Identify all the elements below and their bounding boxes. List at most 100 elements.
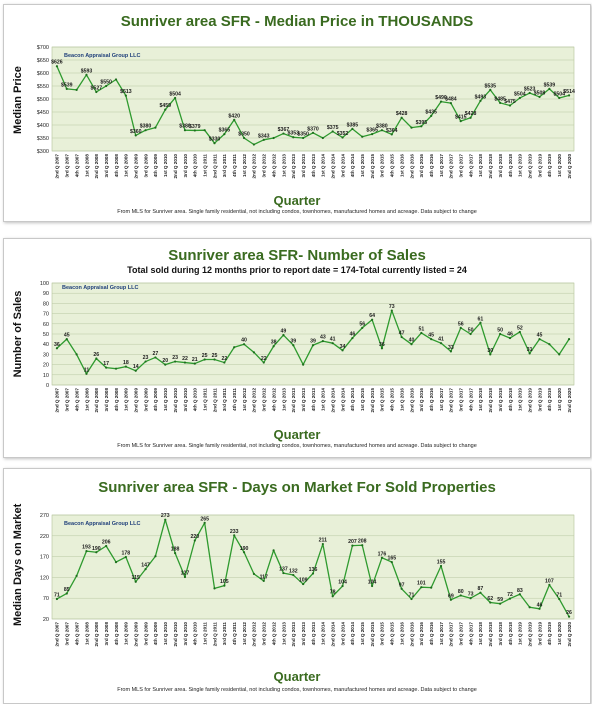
data-point: [479, 99, 482, 102]
data-label: 193: [82, 545, 91, 551]
y-tick-label: $600: [37, 71, 49, 77]
data-point: [233, 534, 236, 537]
x-tick-label: 2nd Q 2013: [291, 154, 296, 179]
data-label: 155: [437, 560, 446, 566]
data-point: [134, 369, 137, 372]
data-point: [124, 555, 127, 559]
data-point: [518, 96, 521, 100]
data-label: $475: [504, 99, 516, 105]
data-label: 206: [102, 540, 111, 546]
x-tick-label: 1st Q 2012: [242, 388, 247, 411]
watermark-text: Beacon Appraisal Group LLC: [62, 285, 139, 291]
data-label: $527: [91, 85, 103, 91]
data-label: 25: [202, 353, 208, 359]
data-label: $367: [278, 127, 290, 133]
data-point: [95, 551, 98, 554]
data-point: [508, 336, 512, 340]
x-tick-label: 2nd Q 2012: [252, 388, 257, 413]
data-point: [203, 521, 206, 524]
x-tick-label: 4th Q 2017: [468, 154, 473, 178]
x-tick-label: 2nd Q 2014: [330, 622, 335, 647]
x-tick-label: 2nd Q 2013: [291, 622, 296, 647]
data-point: [538, 338, 541, 341]
x-tick-label: 2nd Q 2015: [370, 622, 375, 647]
x-tick-label: 3rd Q 2015: [380, 388, 385, 412]
data-label: 25: [212, 353, 218, 359]
data-label: 46: [507, 332, 513, 338]
data-label: 49: [281, 329, 287, 335]
x-tick-label: 4th Q 2008: [114, 154, 119, 178]
data-label: 265: [200, 516, 209, 522]
data-point: [174, 360, 177, 363]
data-label: 208: [358, 539, 367, 545]
data-point: [164, 518, 167, 521]
data-point: [567, 94, 571, 97]
x-tick-label: 3rd Q 2016: [419, 388, 424, 412]
x-tick-label: 4th Q 2019: [547, 622, 552, 646]
x-tick-label: 2nd Q 2013: [291, 388, 296, 413]
x-tick-label: 1st Q 2014: [321, 388, 326, 411]
data-point: [134, 580, 137, 583]
data-point: [439, 342, 443, 345]
days-on-market-line-chart: 20 70 120 170 220 270 Beacon Appraisal Group L…: [40, 513, 575, 647]
x-tick-label: 3rd Q 2009: [143, 622, 148, 646]
x-tick-label: 3rd Q 2013: [301, 388, 306, 412]
data-point: [65, 87, 68, 90]
data-point: [223, 584, 226, 587]
x-tick-label: 2nd Q 2010: [173, 154, 178, 179]
x-tick-label: 4th Q 2018: [508, 154, 513, 178]
data-label: 59: [497, 597, 503, 603]
data-point: [528, 606, 531, 609]
x-tick-label: 2nd Q 2017: [449, 622, 454, 647]
data-point: [213, 587, 216, 590]
data-label: 78: [330, 590, 336, 596]
x-tick-label: 4th Q 2011: [232, 154, 237, 177]
x-tick-label: 3rd Q 2010: [183, 388, 188, 412]
data-point: [154, 356, 157, 359]
data-point: [321, 340, 324, 343]
data-point: [233, 118, 236, 121]
x-tick-label: 4th Q 2015: [390, 388, 395, 412]
data-label: 165: [387, 556, 396, 562]
x-tick-label: 1st Q 2012: [242, 154, 247, 177]
data-label: 71: [556, 592, 562, 598]
data-point: [144, 360, 147, 363]
data-label: $535: [485, 83, 497, 89]
x-tick-label: 3rd Q 2012: [262, 622, 267, 646]
data-point: [410, 126, 413, 129]
data-label: 38: [271, 340, 277, 346]
x-tick-label: 3rd Q 2008: [104, 154, 109, 178]
data-label: 62: [487, 596, 493, 602]
data-point: [518, 593, 521, 596]
y-tick-label: 70: [43, 596, 49, 602]
chart-subtitle: Total sold during 12 months prior to rep…: [127, 265, 467, 275]
data-point: [124, 365, 127, 368]
x-tick-label: 2nd Q 2007: [55, 388, 60, 413]
data-label: 39: [290, 339, 296, 345]
y-tick-label: 0: [46, 383, 49, 389]
data-point: [449, 102, 452, 105]
data-label: 36: [54, 342, 60, 348]
x-tick-label: 3rd Q 2012: [262, 388, 267, 412]
data-point: [489, 601, 492, 604]
x-tick-label: 3rd Q 2016: [419, 154, 424, 178]
data-point: [331, 595, 334, 598]
x-tick-label: 1st Q 2013: [281, 154, 286, 177]
x-tick-label: 2nd Q 2007: [55, 622, 60, 647]
x-axis-label: Quarter: [273, 193, 321, 208]
data-point: [321, 542, 324, 546]
data-point: [242, 136, 246, 140]
data-label: 52: [517, 325, 523, 331]
data-point: [164, 363, 167, 366]
data-point: [459, 594, 462, 597]
y-tick-label: 170: [40, 555, 49, 561]
x-tick-label: 1st Q 2013: [281, 622, 286, 645]
data-label: 45: [537, 333, 543, 339]
x-tick-label: 4th Q 2012: [271, 154, 276, 178]
x-tick-label: 2nd Q 2010: [173, 388, 178, 413]
data-point: [420, 586, 423, 589]
data-point: [183, 361, 187, 364]
data-point: [193, 129, 196, 132]
data-point: [203, 358, 206, 361]
data-label: $380: [376, 124, 388, 130]
